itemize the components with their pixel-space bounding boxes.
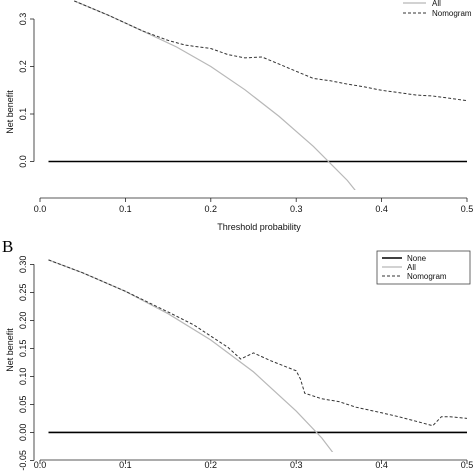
panel-b-x-tick-label: 0.3 xyxy=(290,460,303,470)
panel-b-series-nomogram-line xyxy=(48,259,467,427)
panel-a-x-tick-label: 0.4 xyxy=(375,204,388,214)
legend-all-label: All xyxy=(407,263,416,272)
panel-b-x-tick-label: 0.2 xyxy=(205,460,218,470)
legend-all-label: All xyxy=(432,0,441,8)
panel-b-y-tick-label: 0.10 xyxy=(18,368,28,386)
panel-b-legend: None All Nomogram xyxy=(376,250,471,285)
panel-a: 0.0 0.1 0.2 0.3 0.4 0.5 0.0 0.1 0.2 0.3 All Nomog… xyxy=(5,0,473,232)
panel-b-y-tick-label: 0.20 xyxy=(18,312,28,330)
panel-b-y-tick-label: 0.25 xyxy=(18,284,28,302)
panel-a-x-tick-label: 0.5 xyxy=(461,204,474,214)
panel-b-y-tick-label: 0.05 xyxy=(18,396,28,414)
panel-a-series-all-line xyxy=(73,0,356,190)
panel-b-y-tick-label: -0.05 xyxy=(18,450,28,471)
panel-b-x-tick-label: 0.4 xyxy=(375,460,388,470)
panel-b-plot-area: 0.0 0.1 0.2 0.3 0.4 0.5 -0.05 0.00 0.05 0.10 0.15 0… xyxy=(18,256,474,471)
legend-nomogram-label: Nomogram xyxy=(432,9,472,18)
panel-a-x-tick-label: 0.0 xyxy=(34,204,47,214)
panel-a-y-tick-label: 0.1 xyxy=(18,108,28,121)
panel-a-y-tick-label: 0.0 xyxy=(18,155,28,168)
panel-a-x-tick-label: 0.3 xyxy=(290,204,303,214)
panel-b-x-tick-label: 0.1 xyxy=(119,460,132,470)
panel-b-y-tick-label: 0.15 xyxy=(18,340,28,358)
panel-a-series-nomogram-line xyxy=(74,0,467,102)
panel-a-y-axis-title: Net benefit xyxy=(5,90,15,134)
panel-a-y-tick-label: 0.3 xyxy=(18,13,28,26)
panel-b-y-axis-title: Net benefit xyxy=(5,328,15,372)
panel-b-x-tick-label: 0.0 xyxy=(34,460,47,470)
panel-b-y-tick-label: 0.00 xyxy=(18,424,28,442)
panel-a-x-axis-title: Threshold probability xyxy=(217,222,301,232)
panel-a-y-tick-label: 0.2 xyxy=(18,60,28,73)
panel-a-legend: All Nomogram xyxy=(403,0,472,18)
panel-a-series-group xyxy=(48,0,467,190)
panel-b-y-tick-label: 0.30 xyxy=(18,256,28,274)
panel-a-x-tick-label: 0.1 xyxy=(119,204,132,214)
panel-a-plot-area: 0.0 0.1 0.2 0.3 0.4 0.5 0.0 0.1 0.2 0.3 xyxy=(18,0,474,214)
panel-b-label: B xyxy=(2,237,13,256)
panel-b-series-group xyxy=(48,259,467,452)
panel-b: B 0.0 0.1 0.2 0.3 0.4 0.5 -0.05 0.00 0.05 0.10 0.1… xyxy=(2,237,474,471)
panel-b-series-all-line xyxy=(48,259,334,452)
legend-none-label: None xyxy=(407,254,427,263)
panel-a-x-tick-label: 0.2 xyxy=(205,204,218,214)
panel-b-x-tick-label: 0.5 xyxy=(461,460,474,470)
legend-nomogram-label: Nomogram xyxy=(407,272,447,281)
